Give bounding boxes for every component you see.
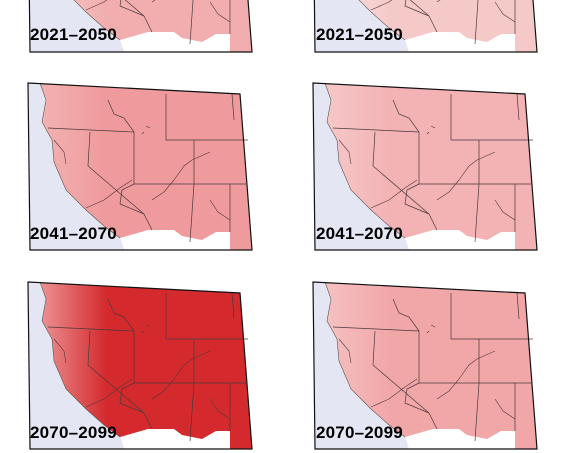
map-frame	[27, 82, 253, 251]
state-border	[404, 183, 430, 215]
state-border	[189, 183, 195, 243]
ocean-area	[314, 0, 409, 52]
state-border	[332, 127, 420, 133]
map-svg	[28, 0, 253, 53]
river-line	[370, 378, 418, 408]
ocean-area	[28, 83, 124, 250]
state-border	[372, 330, 430, 414]
river-line	[458, 350, 496, 380]
state-border	[143, 15, 153, 33]
map-svg	[27, 82, 253, 251]
state-border	[107, 298, 135, 332]
map-frame	[28, 0, 253, 53]
period-label: 2021–2050	[30, 25, 117, 44]
state-border	[231, 93, 235, 121]
river-line	[370, 0, 393, 11]
state-border	[143, 213, 153, 231]
river-line	[209, 199, 231, 221]
river-line	[494, 1, 516, 23]
river-line	[145, 125, 151, 129]
river-line	[173, 151, 211, 181]
state-border	[119, 0, 145, 17]
state-border	[450, 94, 480, 184]
ocean-area	[28, 282, 124, 449]
state-border	[87, 131, 145, 215]
state-border	[404, 382, 430, 414]
state-border	[450, 293, 480, 383]
river-line	[458, 151, 496, 181]
state-border	[516, 292, 520, 320]
river-line	[53, 139, 67, 165]
river-line	[426, 330, 430, 334]
coastline	[39, 82, 121, 239]
ocean-area	[313, 83, 409, 250]
ocean-area	[29, 0, 124, 52]
river-line	[141, 330, 145, 334]
mexico-area	[405, 230, 515, 250]
state-border	[119, 382, 145, 414]
river-line	[338, 338, 352, 364]
state-border	[189, 0, 194, 45]
river-line	[370, 179, 418, 209]
state-border	[231, 292, 235, 320]
river-line	[430, 324, 436, 328]
state-border	[392, 298, 420, 332]
state-border	[516, 93, 520, 121]
map-frame	[313, 0, 538, 53]
river-line	[426, 131, 430, 135]
river-line	[494, 199, 516, 221]
river-line	[338, 139, 352, 165]
river-line	[141, 131, 145, 135]
coastline	[358, 0, 406, 41]
map-grid: 2021–2050 2021–2050 2041–2070 2041–2070 …	[27, 0, 538, 450]
period-label: 2041–2070	[316, 224, 403, 243]
river-line	[85, 179, 133, 209]
river-line	[53, 338, 67, 364]
state-border	[165, 293, 195, 383]
river-line	[436, 179, 460, 201]
coastline	[39, 281, 121, 438]
mexico-area	[120, 32, 230, 52]
state-border	[372, 131, 430, 215]
period-label: 2041–2070	[30, 224, 117, 243]
state-border	[392, 99, 420, 133]
river-line	[173, 350, 211, 380]
river-line	[85, 378, 133, 408]
state-border	[107, 99, 135, 133]
state-border	[332, 326, 420, 332]
state-border	[474, 183, 480, 243]
state-border	[165, 94, 195, 184]
state-border	[428, 213, 438, 231]
period-label: 2070–2099	[30, 423, 117, 442]
state-border	[119, 183, 145, 215]
map-frame	[312, 82, 538, 251]
river-line	[494, 398, 516, 420]
period-label: 2021–2050	[316, 25, 403, 44]
coastline	[73, 0, 121, 41]
coastline	[324, 82, 406, 239]
river-line	[209, 1, 231, 23]
river-line	[145, 324, 151, 328]
state-border	[404, 0, 430, 17]
map-svg	[312, 82, 538, 251]
state-border	[474, 0, 479, 45]
period-label: 2070–2099	[316, 423, 403, 442]
map-svg	[313, 0, 538, 53]
river-line	[436, 378, 460, 400]
river-line	[151, 378, 175, 400]
mexico-area	[120, 230, 230, 250]
river-line	[209, 398, 231, 420]
river-line	[85, 0, 108, 11]
state-border	[47, 127, 135, 133]
coastline	[324, 281, 406, 438]
state-border	[428, 15, 438, 33]
river-line	[430, 125, 436, 129]
mexico-area	[405, 32, 515, 52]
river-line	[151, 179, 175, 201]
state-border	[87, 330, 145, 414]
ocean-area	[313, 282, 409, 449]
state-border	[47, 326, 135, 332]
